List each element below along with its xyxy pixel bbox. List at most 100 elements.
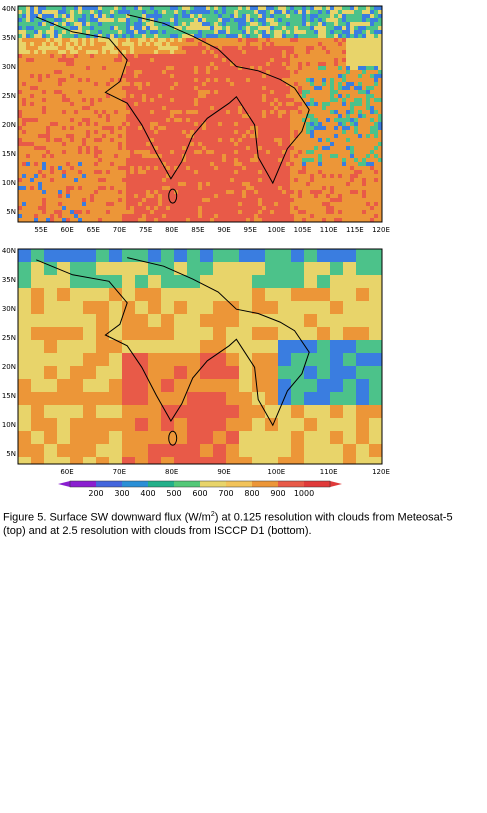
flux-cell xyxy=(318,10,322,14)
flux-cell xyxy=(298,174,302,178)
flux-cell xyxy=(190,118,194,122)
flux-cell xyxy=(138,206,142,210)
flux-cell xyxy=(214,34,218,38)
flux-cell xyxy=(298,102,302,106)
flux-cell xyxy=(74,150,78,154)
flux-cell xyxy=(346,190,350,194)
flux-cell xyxy=(242,110,246,114)
flux-cell xyxy=(162,74,166,78)
flux-cell xyxy=(366,6,370,10)
flux-cell xyxy=(30,50,34,54)
flux-cell xyxy=(214,174,218,178)
flux-cell xyxy=(222,98,226,102)
flux-cell xyxy=(358,10,362,14)
flux-cell xyxy=(350,74,354,78)
flux-cell xyxy=(118,42,122,46)
flux-cell xyxy=(58,90,62,94)
flux-cell xyxy=(102,170,106,174)
flux-cell xyxy=(226,214,230,218)
flux-cell xyxy=(26,114,30,118)
flux-cell xyxy=(182,218,186,222)
flux-cell xyxy=(138,6,142,10)
flux-cell xyxy=(358,30,362,34)
flux-cell xyxy=(62,166,66,170)
flux-cell xyxy=(50,86,54,90)
flux-cell xyxy=(274,146,278,150)
flux-cell xyxy=(282,94,286,98)
flux-cell xyxy=(286,166,290,170)
flux-cell xyxy=(318,134,322,138)
flux-cell xyxy=(322,14,326,18)
flux-cell xyxy=(246,126,250,130)
flux-cell xyxy=(226,158,230,162)
flux-cell xyxy=(330,202,334,206)
flux-cell xyxy=(338,82,342,86)
flux-cell xyxy=(94,142,98,146)
flux-cell xyxy=(154,6,158,10)
flux-cell xyxy=(318,150,322,154)
flux-cell xyxy=(346,198,350,202)
flux-cell xyxy=(66,122,70,126)
flux-cell xyxy=(138,10,142,14)
flux-cell xyxy=(234,58,238,62)
flux-cell xyxy=(306,30,310,34)
flux-cell xyxy=(110,110,114,114)
flux-cell xyxy=(302,42,306,46)
flux-cell xyxy=(378,82,382,86)
flux-cell xyxy=(242,206,246,210)
flux-cell xyxy=(350,214,354,218)
flux-cell xyxy=(318,90,322,94)
flux-cell xyxy=(218,14,222,18)
flux-cell xyxy=(146,98,150,102)
flux-cell xyxy=(134,38,138,42)
flux-cell xyxy=(326,10,330,14)
flux-cell xyxy=(182,18,186,22)
flux-cell xyxy=(126,6,130,10)
flux-cell xyxy=(346,182,350,186)
flux-cell xyxy=(158,82,162,86)
flux-cell xyxy=(198,82,202,86)
flux-cell xyxy=(78,74,82,78)
flux-cell xyxy=(86,70,90,74)
flux-cell xyxy=(114,30,118,34)
flux-cell xyxy=(334,122,338,126)
flux-cell xyxy=(102,158,106,162)
flux-cell xyxy=(170,10,174,14)
top-coastlines xyxy=(36,14,310,204)
flux-cell xyxy=(146,182,150,186)
flux-cell xyxy=(290,214,294,218)
flux-cell xyxy=(82,118,86,122)
flux-cell xyxy=(350,46,354,50)
flux-cell xyxy=(46,18,50,22)
flux-cell xyxy=(146,186,150,190)
flux-cell xyxy=(238,34,242,38)
flux-cell xyxy=(230,190,234,194)
flux-cell xyxy=(66,162,70,166)
flux-cell xyxy=(162,162,166,166)
flux-cell xyxy=(350,14,354,18)
flux-cell xyxy=(34,38,38,42)
flux-cell xyxy=(298,202,302,206)
lat-tick-label: 5N xyxy=(6,208,16,216)
flux-cell xyxy=(230,50,234,54)
flux-cell xyxy=(226,150,230,154)
flux-cell xyxy=(326,26,330,30)
flux-cell xyxy=(206,130,210,134)
flux-cell xyxy=(314,74,318,78)
flux-cell xyxy=(22,54,26,58)
flux-cell xyxy=(62,42,66,46)
flux-cell xyxy=(278,46,282,50)
flux-cell xyxy=(150,106,154,110)
flux-cell xyxy=(262,78,266,82)
top-lon-ticks: 55E 60E 65E 70E 75E 80E 85E 90E 95E 100E 105E 110E 1… xyxy=(34,226,390,234)
flux-cell xyxy=(370,18,374,22)
flux-cell xyxy=(266,78,270,82)
flux-cell xyxy=(98,70,102,74)
flux-cell xyxy=(250,62,254,66)
flux-cell xyxy=(70,142,74,146)
flux-cell xyxy=(250,54,254,58)
flux-cell xyxy=(366,198,370,202)
flux-cell xyxy=(314,198,318,202)
flux-cell xyxy=(318,218,322,222)
flux-cell xyxy=(250,202,254,206)
